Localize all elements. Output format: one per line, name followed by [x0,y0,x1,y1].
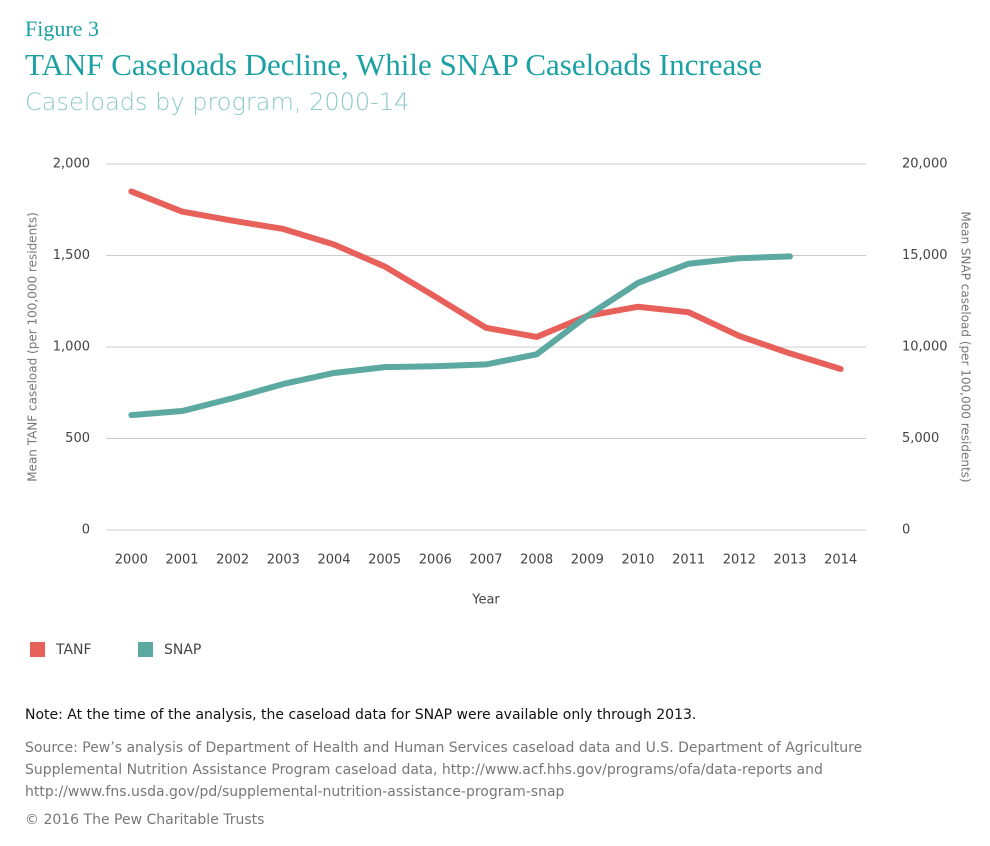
x-tick-label: 2004 [317,553,350,568]
legend-swatch [30,642,45,657]
y2-tick-label: 5,000 [902,431,939,446]
y-axis-label: Mean TANF caseload (per 100,000 resident… [26,212,40,482]
chart-subtitle: Caseloads by program, 2000-14 [25,88,410,116]
y-tick-label: 1,000 [53,340,90,355]
legend-swatch [138,642,153,657]
source: Source: Pew’s analysis of Department of … [25,740,863,800]
chart-title: TANF Caseloads Decline, While SNAP Casel… [25,47,763,82]
data-line [128,253,793,419]
x-tick-label: 2006 [419,553,452,568]
note: Note: At the time of the analysis, the c… [25,707,697,723]
y2-tick-label: 0 [902,523,910,538]
legend-label: TANF [55,642,92,658]
y-tick-label: 1,500 [53,248,90,263]
y2-tick-label: 10,000 [902,340,948,355]
x-tick-label: 2009 [571,553,604,568]
y2-axis-label: Mean SNAP caseload (per 100,000 resident… [959,211,973,482]
y-tick-label: 2,000 [53,157,90,172]
y-tick-label: 0 [82,523,90,538]
x-tick-label: 2000 [115,553,148,568]
x-tick-label: 2013 [773,553,806,568]
x-tick-label: 2014 [824,553,857,568]
figure-label: Figure 3 [25,16,99,41]
chart: Year Mean TANF caseload (per 100,000 res… [26,157,973,659]
x-axis-label: Year [471,593,500,608]
y2-tick-label: 15,000 [902,248,948,263]
x-tick-label: 2001 [165,553,198,568]
copyright: © 2016 The Pew Charitable Trusts [25,812,265,828]
x-tick-label: 2008 [520,553,553,568]
x-tick-label: 2011 [672,553,705,568]
x-tick-label: 2002 [216,553,249,568]
x-tick-label: 2012 [723,553,756,568]
x-tick-label: 2005 [368,553,401,568]
x-tick-label: 2007 [469,553,502,568]
x-tick-label: 2010 [621,553,654,568]
x-tick-label: 2003 [267,553,300,568]
y-tick-label: 500 [65,431,90,446]
data-line [128,188,844,372]
legend-label: SNAP [164,642,201,658]
y2-tick-label: 20,000 [902,157,948,172]
